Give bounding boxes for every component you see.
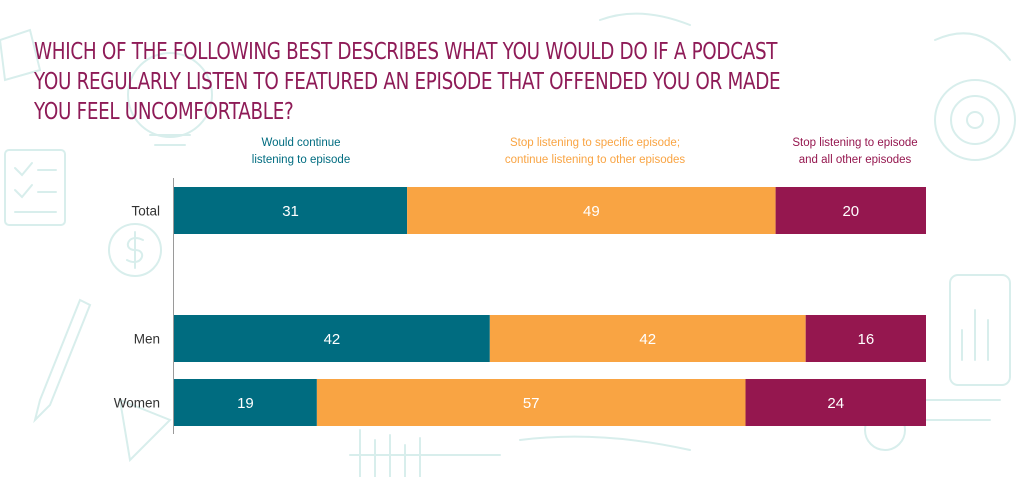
bar-total-continue xyxy=(174,187,408,234)
data-label-women-continue: 19 xyxy=(237,395,254,412)
legend-stop-episode-line2: continue listening to other episodes xyxy=(504,154,686,166)
data-label-women-stop-all: 24 xyxy=(827,395,844,412)
legend-stop-all-line2: and all other episodes xyxy=(798,154,912,166)
legend-stop-all-line1: Stop listening to episode xyxy=(792,137,918,149)
chart-doodle-icon xyxy=(349,429,501,477)
bar-women-stop-episode xyxy=(316,379,746,426)
coin-icon xyxy=(108,223,162,277)
bar-total-stop-all xyxy=(775,187,926,234)
data-label-men-stop-episode: 42 xyxy=(639,331,656,348)
legend-continue: Would continue listening to episode xyxy=(226,135,376,169)
data-label-men-stop-all: 16 xyxy=(857,331,874,348)
data-label-total-stop-episode: 49 xyxy=(583,203,600,220)
data-label-total-continue: 31 xyxy=(282,203,299,220)
pen-icon xyxy=(33,298,92,424)
data-label-women-stop-episode: 57 xyxy=(523,395,540,412)
bar-women-stop-all xyxy=(745,379,926,426)
lightbulb-icon xyxy=(127,52,213,138)
bar-total-stop-episode xyxy=(407,187,776,234)
legend-stop-episode-line1: Stop listening to specific episode; xyxy=(509,137,681,149)
chart-title: Which of the following best describes wh… xyxy=(34,37,781,125)
phone-icon xyxy=(949,274,1011,386)
bar-men-continue xyxy=(174,315,490,362)
legend-stop-episode: Stop listening to specific episode; cont… xyxy=(480,135,710,169)
data-label-men-continue: 42 xyxy=(324,331,341,348)
target-icon xyxy=(934,79,1016,161)
legend-continue-line1: Would continue xyxy=(261,137,341,149)
data-label-total-stop-all: 20 xyxy=(842,203,859,220)
legend-stop-all: Stop listening to episode and all other … xyxy=(770,135,940,169)
category-label-total: Total xyxy=(131,204,160,219)
legend-continue-line2: listening to episode xyxy=(251,154,351,166)
bar-women-continue xyxy=(174,379,317,426)
category-label-men: Men xyxy=(134,332,160,347)
bar-men-stop-episode xyxy=(489,315,806,362)
bar-men-stop-all xyxy=(805,315,926,362)
category-label-women: Women xyxy=(114,396,160,411)
checklist-icon xyxy=(4,149,66,226)
